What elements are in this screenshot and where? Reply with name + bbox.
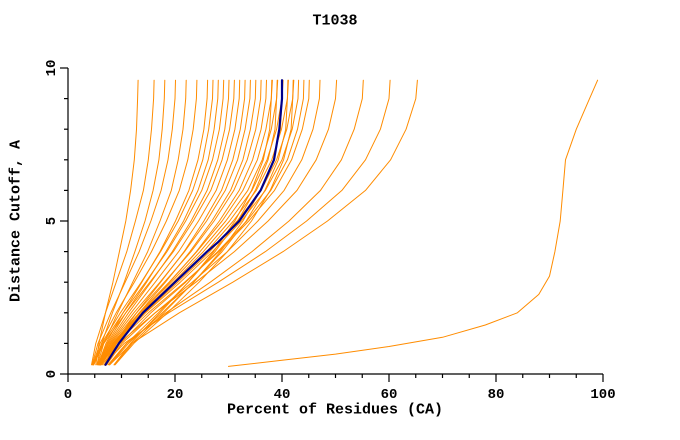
x-tick-label: 80 xyxy=(488,387,505,403)
model-30 xyxy=(105,79,305,366)
x-tick-label: 0 xyxy=(64,387,72,403)
model-03 xyxy=(96,79,166,366)
model-10 xyxy=(93,79,225,366)
y-tick-label: 5 xyxy=(44,217,60,225)
model-16 xyxy=(104,79,257,366)
model-15 xyxy=(99,79,251,366)
model-20 xyxy=(113,79,273,366)
model-31 xyxy=(100,79,310,366)
model-17 xyxy=(99,79,262,366)
model-19 xyxy=(99,79,273,366)
model-34 xyxy=(107,79,364,366)
x-tick-label: 60 xyxy=(381,387,398,403)
x-axis-label: Percent of Residues (CA) xyxy=(226,401,444,419)
model-08 xyxy=(92,79,214,366)
model-25 xyxy=(100,79,289,366)
model-32 xyxy=(106,79,321,366)
model-06 xyxy=(92,79,198,366)
y-tick-label: 0 xyxy=(44,370,60,378)
model-14 xyxy=(103,79,246,366)
model-13 xyxy=(98,79,241,366)
model-05 xyxy=(96,79,187,366)
model-12 xyxy=(93,79,235,366)
model-outlier xyxy=(228,79,599,367)
x-tick-label: 20 xyxy=(167,387,184,403)
y-tick-label: 10 xyxy=(44,60,60,77)
x-tick-label: 100 xyxy=(590,387,615,403)
model-09 xyxy=(98,79,219,366)
model-21 xyxy=(99,79,278,366)
model-35 xyxy=(103,79,391,366)
model-01 xyxy=(95,79,139,366)
model-02 xyxy=(91,79,155,366)
chart-title: T1038 xyxy=(312,12,358,30)
model-07 xyxy=(97,79,209,366)
model-28 xyxy=(114,79,295,366)
model-24 xyxy=(114,79,284,366)
model-33 xyxy=(101,79,338,366)
median-model xyxy=(104,79,284,366)
model-23 xyxy=(100,79,283,366)
model-36 xyxy=(109,79,418,366)
x-tick-label: 40 xyxy=(274,387,291,403)
model-04 xyxy=(91,79,176,366)
model-11 xyxy=(98,79,230,366)
